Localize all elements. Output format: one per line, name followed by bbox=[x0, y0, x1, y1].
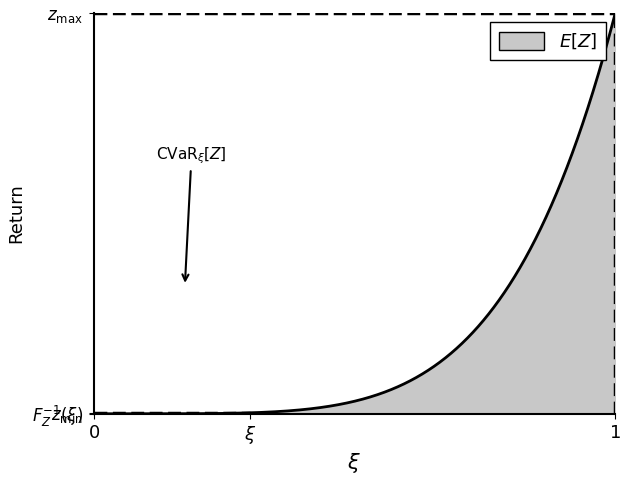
Text: $\mathrm{CVaR}_{\xi}[Z]$: $\mathrm{CVaR}_{\xi}[Z]$ bbox=[156, 145, 227, 281]
X-axis label: $\xi$: $\xi$ bbox=[347, 451, 361, 475]
Legend: $E[Z]$: $E[Z]$ bbox=[490, 23, 606, 60]
Y-axis label: Return: Return bbox=[7, 184, 25, 243]
